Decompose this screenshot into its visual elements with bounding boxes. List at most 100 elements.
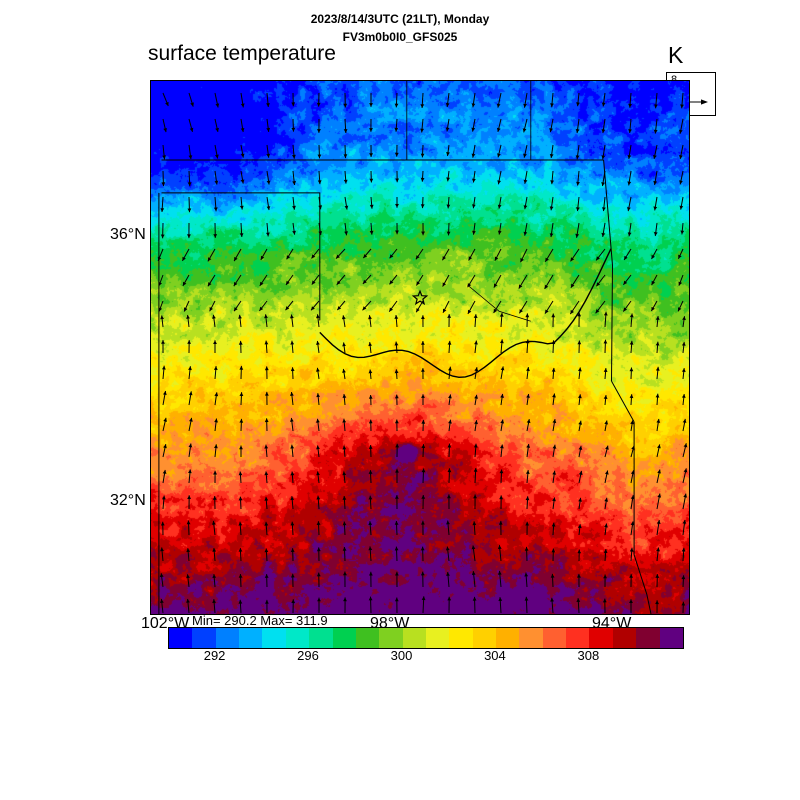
- state-border: [611, 380, 635, 423]
- wind-vector: [421, 520, 425, 536]
- wind-vector: [188, 417, 193, 432]
- wind-vector: [188, 391, 193, 406]
- state-border: [319, 248, 612, 379]
- wind-vector: [238, 573, 243, 588]
- wind-vector: [264, 574, 269, 588]
- wind-vector: [343, 597, 347, 614]
- wind-vector: [290, 521, 295, 536]
- wind-vector: [214, 418, 218, 432]
- wind-vector: [467, 300, 476, 315]
- wind-vector: [342, 546, 347, 562]
- wind-vector: [368, 315, 372, 328]
- wind-vector: [576, 92, 580, 107]
- wind-vector: [445, 92, 450, 108]
- axis-tick-lat-36: 36°N: [110, 226, 146, 243]
- wind-vector: [493, 274, 502, 288]
- wind-vector: [447, 494, 451, 510]
- wind-vector: [680, 222, 685, 235]
- wind-vector: [187, 340, 191, 354]
- wind-vector: [160, 599, 164, 614]
- wind-vector: [183, 300, 190, 312]
- wind-vector: [316, 367, 320, 380]
- wind-vector: [474, 340, 478, 354]
- wind-vector: [523, 144, 528, 158]
- colorbar-tick: 304: [484, 648, 506, 663]
- wind-vector: [368, 369, 373, 380]
- wind-vector: [394, 394, 399, 406]
- wind-vector: [577, 524, 582, 536]
- wind-vector: [551, 313, 556, 328]
- wind-vector: [369, 196, 374, 209]
- wind-vector: [290, 314, 294, 328]
- wind-vector: [160, 315, 164, 328]
- wind-vector: [518, 300, 528, 314]
- wind-vector: [186, 520, 191, 536]
- wind-vector: [259, 274, 268, 287]
- wind-vector: [601, 222, 606, 237]
- wind-vector: [317, 597, 321, 613]
- wind-vector: [395, 468, 399, 483]
- wind-vector: [578, 394, 582, 406]
- wind-vector: [650, 300, 658, 312]
- wind-vector: [602, 196, 606, 212]
- wind-vector: [369, 170, 374, 183]
- state-border: [603, 159, 614, 382]
- wind-vector: [578, 497, 582, 510]
- wind-vector: [497, 545, 502, 562]
- colorbar-segment: [566, 628, 590, 648]
- wind-vector: [445, 546, 450, 562]
- wind-vector: [207, 248, 216, 262]
- wind-vector: [551, 340, 556, 354]
- wind-vector: [629, 574, 633, 588]
- wind-vector: [213, 470, 217, 484]
- wind-vector: [552, 497, 556, 510]
- wind-vector: [577, 573, 581, 588]
- wind-vector: [342, 521, 347, 536]
- wind-vector: [575, 144, 580, 160]
- wind-vector: [239, 445, 243, 457]
- wind-vector: [368, 342, 372, 354]
- wind-vector: [311, 248, 320, 259]
- wind-vector: [604, 420, 609, 432]
- wind-vector: [233, 248, 242, 262]
- wind-vector: [214, 444, 218, 458]
- wind-vector: [655, 393, 660, 406]
- wind-vector: [342, 342, 346, 354]
- wind-vector: [603, 395, 608, 406]
- wind-vector: [213, 222, 218, 238]
- wind-vector: [264, 521, 269, 536]
- wind-vector: [420, 571, 425, 588]
- wind-vector: [471, 571, 476, 588]
- wind-vector: [627, 144, 632, 160]
- wind-vector: [575, 118, 580, 134]
- wind-vector: [577, 312, 582, 328]
- wind-vector: [472, 521, 477, 536]
- wind-vector: [162, 390, 167, 406]
- title-datetime: 2023/8/14/3UTC (21LT), Monday: [310, 12, 490, 26]
- wind-vector: [544, 248, 554, 263]
- wind-vector: [240, 144, 245, 158]
- wind-vector: [395, 197, 399, 208]
- colorbar-segment: [285, 628, 310, 648]
- wind-vector: [446, 170, 450, 182]
- wind-vector: [651, 248, 658, 260]
- wind-vector: [523, 196, 528, 210]
- wind-vector: [627, 170, 632, 186]
- wind-vector: [420, 118, 424, 133]
- wind-vector: [468, 248, 476, 261]
- wind-vector: [181, 248, 190, 262]
- wind-vector: [604, 497, 609, 510]
- wind-vector: [494, 248, 502, 261]
- wind-vector: [317, 170, 322, 185]
- wind-vector: [368, 394, 373, 406]
- wind-vector: [290, 496, 295, 510]
- wind-vector: [653, 196, 658, 211]
- wind-vector: [421, 315, 425, 328]
- wind-vector: [474, 420, 478, 432]
- wind-vector: [362, 274, 372, 285]
- wind-vector: [499, 312, 504, 328]
- wind-vector: [160, 222, 165, 239]
- wind-vector: [369, 222, 374, 235]
- wind-vector: [160, 521, 165, 536]
- wind-vector: [342, 393, 347, 406]
